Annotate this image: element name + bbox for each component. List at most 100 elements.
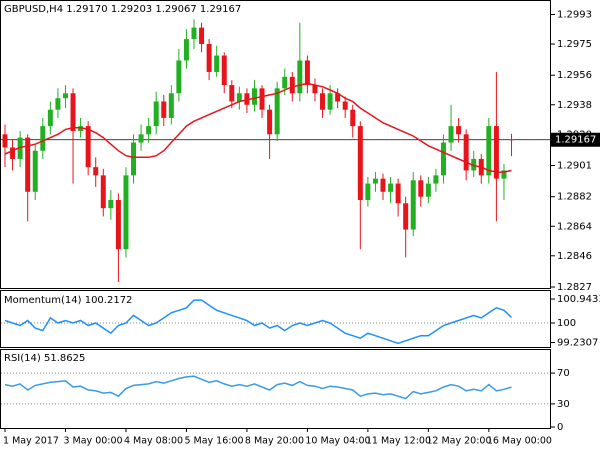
candle-body [221,55,227,86]
rsi-value: 51.8625 [44,353,85,364]
candle-body [183,39,189,61]
candle-body [440,142,446,176]
candle-body [25,137,31,192]
candle-body [372,178,378,184]
momentum-value: 100.2172 [85,295,133,306]
candle-body [229,85,235,102]
candle-body [342,101,348,110]
x-tick-label: 5 May 16:00 [184,436,243,447]
candle-body [251,88,257,105]
candle-body [131,142,137,176]
y-tick-label: 1.2864 [557,221,592,232]
candle-body [191,27,197,40]
candle-body [493,126,499,179]
candle-body [47,109,53,127]
high-value: 1.29203 [111,4,152,15]
candle-body [410,180,416,230]
close-value: 1.29167 [200,4,241,15]
x-tick-label: 1 May 2017 [3,436,59,447]
y-tick-label: 30 [557,399,570,410]
indicator-line [4,299,513,345]
candle-body [78,126,84,132]
candle-body [55,98,61,110]
candle-body [327,93,333,110]
candle-body [350,109,356,127]
y-tick-label: 1.2846 [557,251,592,262]
candle-body [463,134,469,171]
moving-average [4,82,512,173]
y-tick-label: 99.2307 [557,338,598,349]
candle-body [297,60,303,94]
candle-body [425,183,431,197]
candle-body [168,93,174,118]
candle-body [206,44,212,72]
y-tick-label: 1.2827 [557,282,592,293]
y-tick-label: 1.2938 [557,100,592,111]
rsi-panel [0,349,551,429]
main-panel [0,0,551,289]
candle-body [456,126,462,135]
candle-body [335,93,341,102]
x-tick-label: 16 May 00:00 [487,436,552,447]
candle-body [418,180,424,197]
candle-body [320,93,326,110]
y-tick-label: 0 [557,422,563,433]
candle-body [403,203,409,230]
momentum-header: Momentum(14) 100.2172 [4,295,132,306]
candle-body [433,175,439,184]
candle-body [236,93,242,102]
candle-body [509,139,515,141]
symbol: GBPUSD,H4 [4,4,63,15]
rsi-header: RSI(14) 51.8625 [4,353,85,364]
candle-body [274,88,280,135]
candle-body [85,126,91,168]
momentum-panel [0,290,551,348]
candle-body [388,183,394,192]
candle-body [161,101,167,118]
candle-body [93,167,99,176]
candle-body [289,76,295,94]
candle-body [501,170,507,179]
candle-body [486,126,492,176]
y-tick-label: 1.2993 [557,9,592,20]
candle-body [304,60,310,86]
y-tick-label: 1.2975 [557,39,592,50]
candle-body [2,134,8,148]
y-tick-label: 1.2882 [557,192,592,203]
candle-body [115,199,121,250]
candle-body [357,126,363,200]
candle-body [365,183,371,200]
candle-body [62,93,68,99]
candle-body [312,85,318,94]
price-box [551,132,600,147]
candle-body [146,126,152,135]
x-tick-label: 8 May 20:00 [245,436,304,447]
x-tick-label: 3 May 00:00 [63,436,122,447]
indicator-line [4,375,512,400]
candle-body [267,109,273,135]
candle-body [70,93,76,132]
candle-body [380,178,386,192]
x-tick-label: 12 May 20:00 [426,436,491,447]
candle-body [100,175,106,209]
y-tick-label: 1.2901 [557,161,592,172]
chart-header: GBPUSD,H4 1.29170 1.29203 1.29067 1.2916… [4,4,241,15]
candle-body [282,76,288,89]
x-tick-label: 11 May 12:00 [366,436,431,447]
candle-body [32,150,38,192]
candle-body [214,55,220,72]
y-tick-label: 100 [557,318,576,329]
momentum-title: Momentum(14) [4,295,82,306]
x-tick-label: 10 May 04:00 [305,436,370,447]
candle-body [244,93,250,105]
y-tick-label: 100.9433 [557,294,600,305]
y-tick-label: 70 [557,368,570,379]
candle-body [123,175,129,250]
candle-body [176,60,182,94]
candle-body [199,27,205,45]
candle-body [10,147,16,159]
candle-body [153,101,159,127]
candle-body [259,88,265,110]
candle-body [138,134,144,143]
